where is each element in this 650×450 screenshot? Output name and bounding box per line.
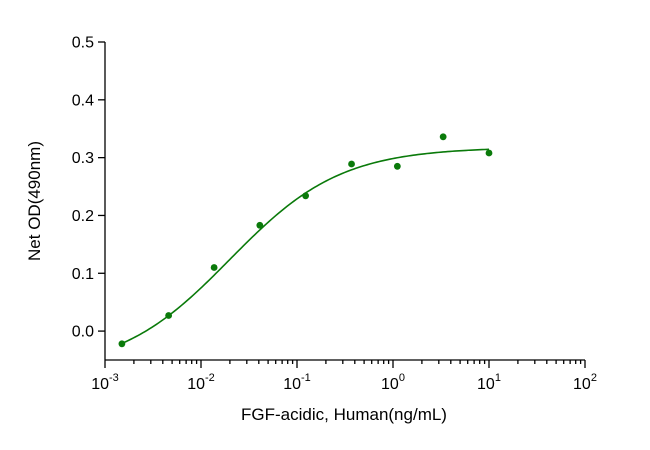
x-axis-title: FGF-acidic, Human(ng/mL) (241, 405, 447, 424)
fit-curve-layer (121, 148, 490, 345)
y-axis-title: Net OD(490nm) (25, 141, 44, 261)
x-axis: 10-3 10-2 10-1 100 101 102 (91, 359, 597, 393)
x-tick-label: 10-2 (187, 372, 215, 393)
y-tick-label: 0.0 (72, 324, 94, 341)
x-tick-label: 102 (573, 372, 597, 393)
x-tick-label: 10-1 (283, 372, 311, 393)
data-point (165, 312, 173, 319)
y-tick-label: 0.3 (72, 150, 94, 167)
y-axis: 0.0 0.1 0.2 0.3 0.4 0.5 (72, 35, 106, 360)
data-point (118, 340, 126, 348)
x-tick-label: 10-3 (91, 372, 119, 393)
y-tick-label: 0.1 (72, 266, 94, 283)
data-point (439, 133, 447, 141)
data-point (256, 221, 264, 229)
x-tick-label: 100 (381, 372, 405, 393)
y-tick-label: 0.4 (72, 92, 94, 109)
fit-curve (121, 148, 490, 345)
x-tick-label: 101 (477, 372, 501, 393)
data-points-layer (118, 133, 493, 348)
data-point (210, 264, 218, 271)
y-tick-label: 0.2 (72, 208, 94, 225)
data-point (485, 149, 493, 157)
data-point (302, 192, 310, 200)
y-tick-label: 0.5 (72, 35, 94, 52)
data-point (393, 162, 401, 170)
data-point (348, 160, 355, 168)
